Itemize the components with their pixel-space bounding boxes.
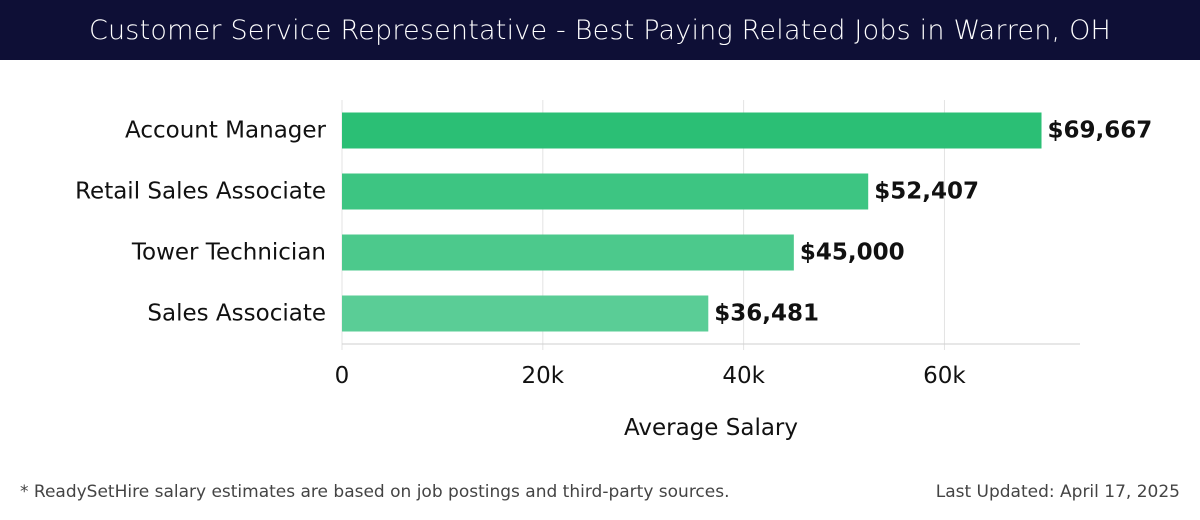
footnote: * ReadySetHire salary estimates are base…	[20, 482, 730, 502]
category-label: Tower Technician	[131, 240, 326, 266]
data-label: $36,481	[714, 301, 819, 327]
x-tick-label: 60k	[923, 363, 966, 389]
data-label: $52,407	[874, 179, 979, 205]
bar	[342, 234, 794, 271]
chart-title: Customer Service Representative - Best P…	[88, 14, 1112, 46]
data-label: $45,000	[800, 240, 905, 266]
category-label: Retail Sales Associate	[75, 179, 326, 205]
bar	[342, 112, 1042, 149]
bar	[342, 295, 709, 332]
bar-chart: Account Manager $69,667 Retail Sales Assoc…	[75, 100, 1153, 441]
x-tick-label: 0	[335, 363, 350, 389]
data-label: $69,667	[1048, 118, 1153, 144]
x-tick-label: 40k	[722, 363, 765, 389]
category-label: Account Manager	[125, 118, 327, 144]
bar	[342, 173, 869, 210]
chart-title-bar: Customer Service Representative - Best P…	[0, 0, 1200, 60]
x-axis-title: Average Salary	[624, 415, 798, 441]
x-tick-label: 20k	[522, 363, 565, 389]
category-label: Sales Associate	[147, 301, 326, 327]
last-updated: Last Updated: April 17, 2025	[935, 482, 1180, 502]
